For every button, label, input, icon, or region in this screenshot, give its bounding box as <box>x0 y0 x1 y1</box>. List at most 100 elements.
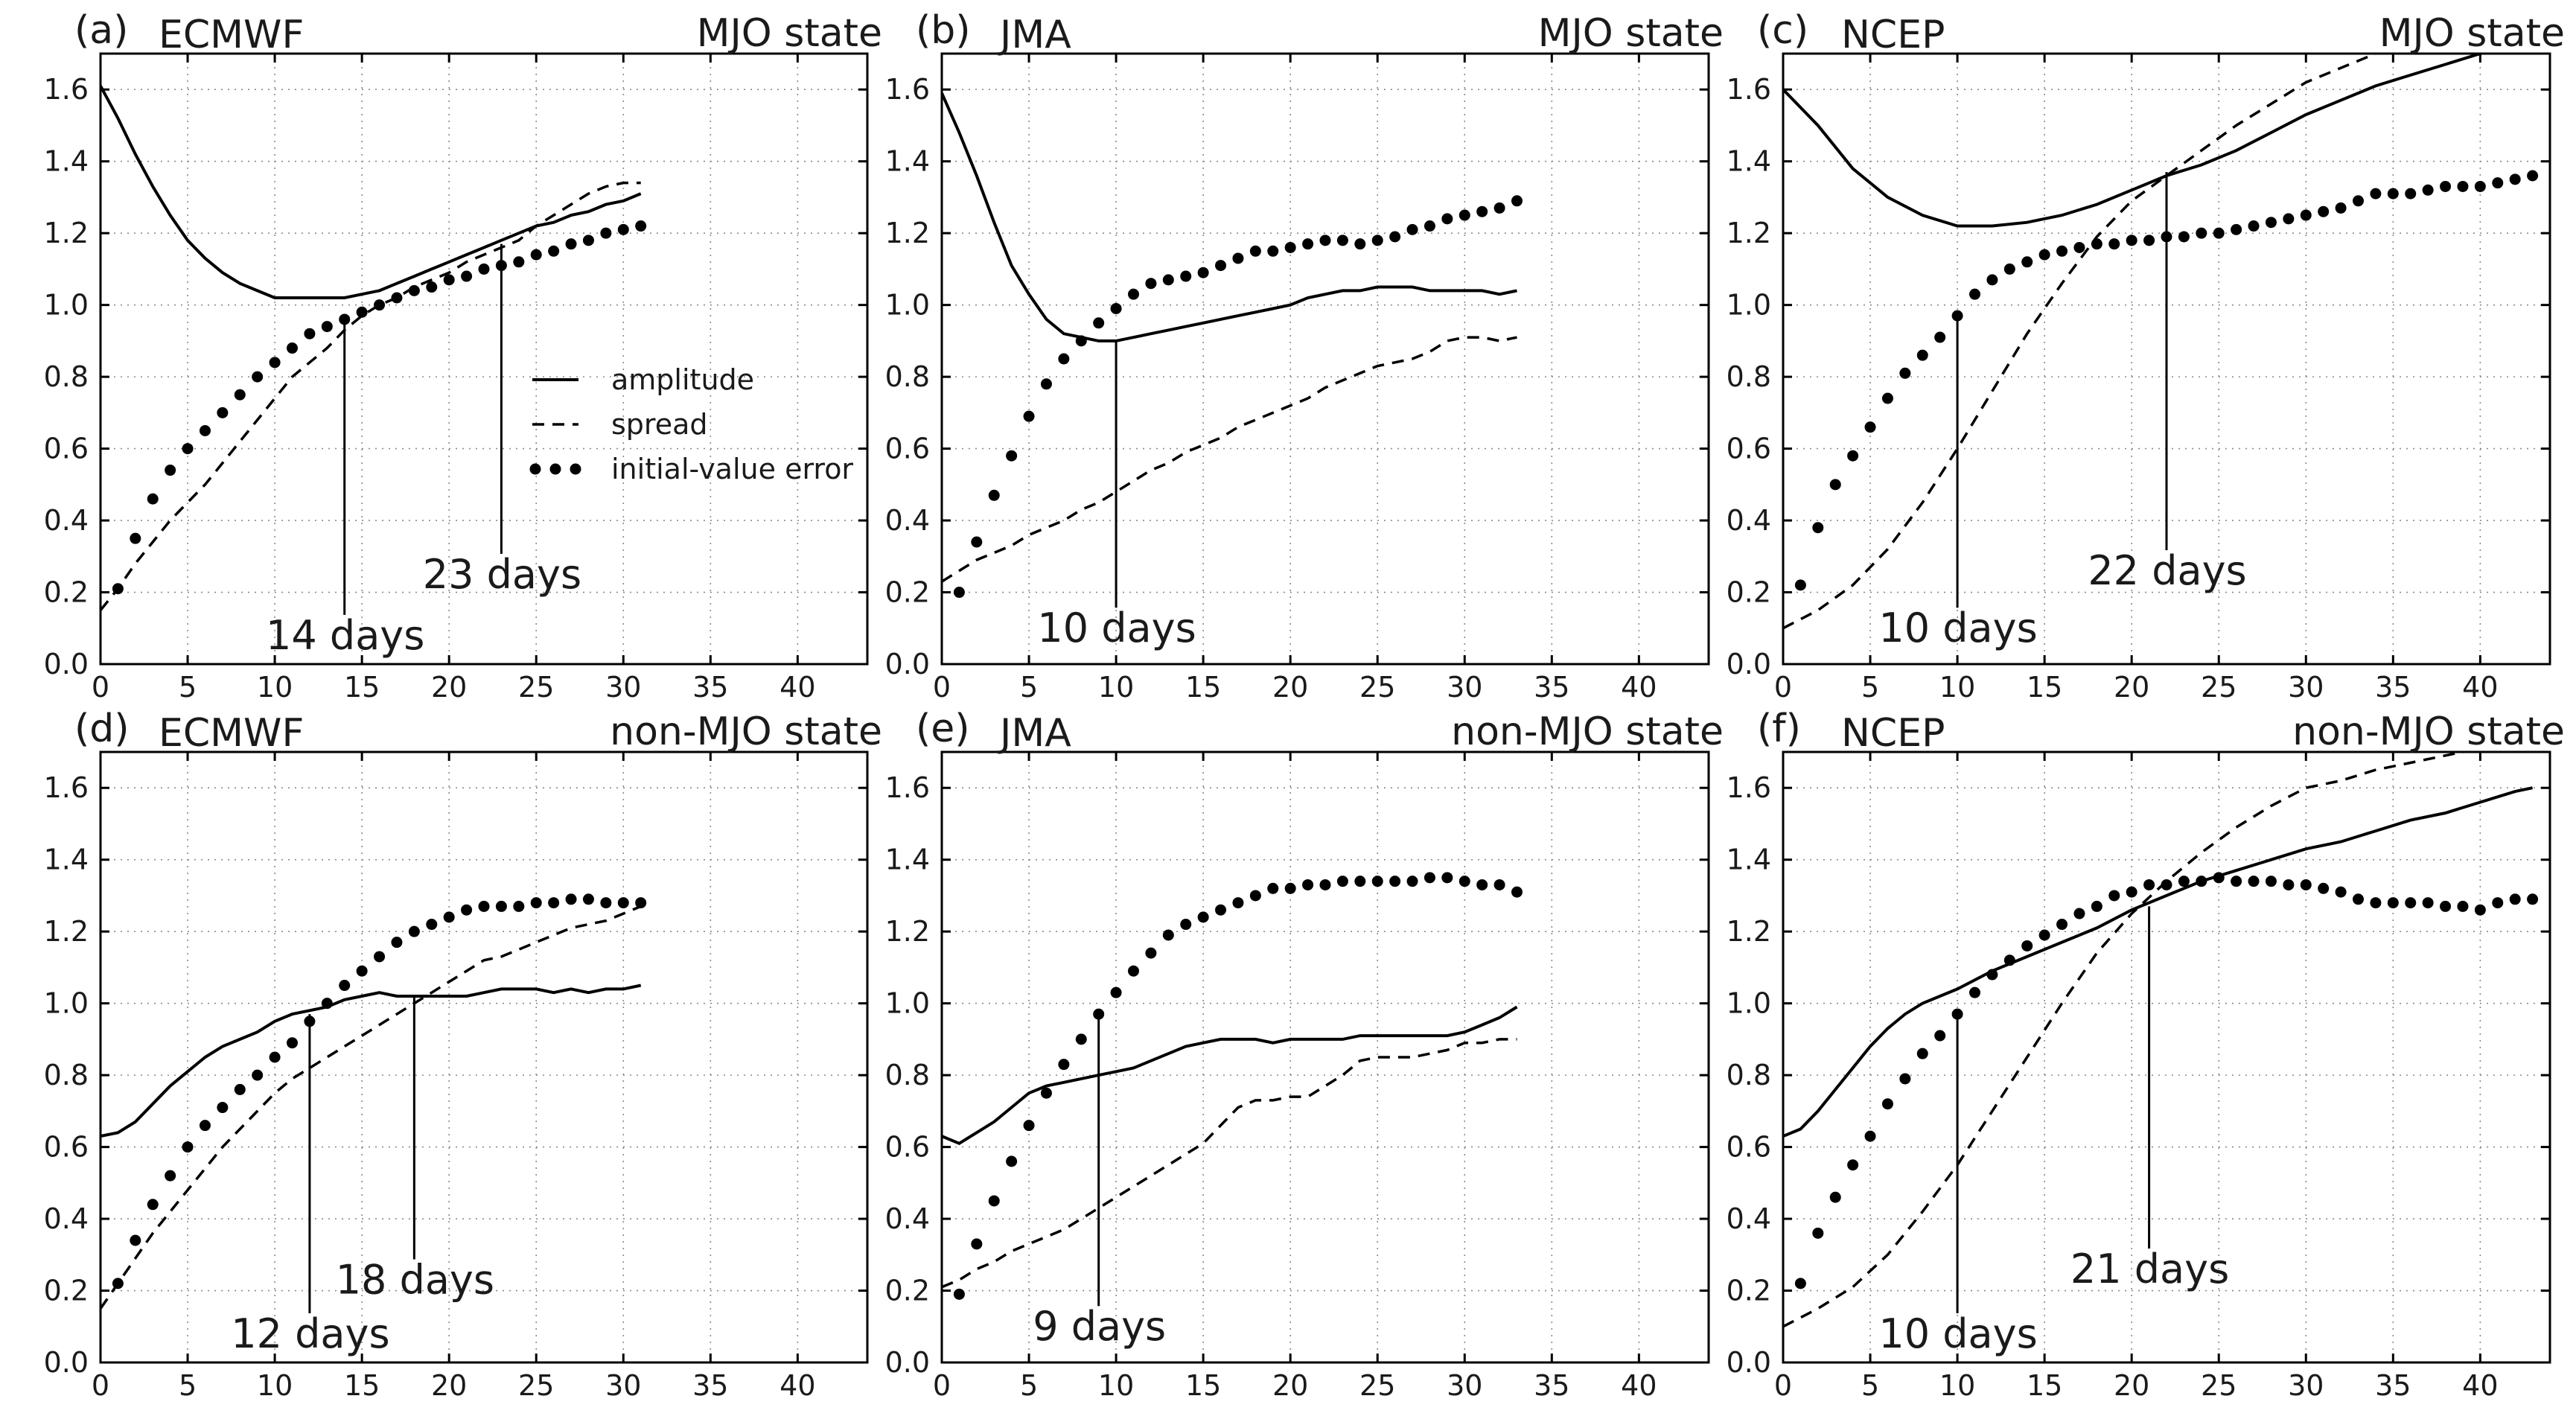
legend-error-swatch <box>549 463 561 475</box>
error-point <box>2509 893 2521 905</box>
crossover-label: 9 days <box>1033 1303 1166 1350</box>
x-tick-label: 35 <box>1534 1369 1569 1402</box>
y-tick-label: 0.2 <box>44 1275 89 1307</box>
error-point <box>513 900 525 912</box>
error-point <box>1969 986 1980 998</box>
panel-state-title: non-MJO state <box>1451 710 1724 754</box>
error-point <box>548 245 560 257</box>
error-point <box>2318 205 2330 217</box>
y-tick-label: 1.0 <box>885 289 930 322</box>
error-point <box>1284 882 1296 894</box>
legend-entry-label: spread <box>611 408 708 441</box>
error-point <box>2108 890 2120 902</box>
panel-label: (c) <box>1757 8 1808 53</box>
y-tick-label: 0.0 <box>885 1346 930 1379</box>
y-tick-label: 0.4 <box>44 504 89 537</box>
error-point <box>2108 238 2120 250</box>
error-point <box>1899 1073 1911 1085</box>
panel-label: (a) <box>74 8 128 53</box>
error-point <box>1128 288 1139 300</box>
spread-line <box>1783 752 2470 1328</box>
error-point <box>112 583 124 595</box>
x-tick-label: 25 <box>2201 671 2237 704</box>
error-point <box>1197 267 1209 278</box>
error-point <box>2161 879 2172 890</box>
error-point <box>234 1083 246 1095</box>
x-tick-label: 35 <box>692 1369 728 1402</box>
amplitude-line <box>101 984 642 1138</box>
y-tick-label: 1.6 <box>1727 73 1771 106</box>
error-point <box>1249 890 1261 902</box>
error-point <box>530 897 542 909</box>
error-point <box>2248 220 2260 232</box>
x-tick-label: 0 <box>1774 671 1792 704</box>
error-point <box>2231 876 2242 887</box>
y-tick-label: 1.2 <box>44 915 89 948</box>
error-point <box>2003 954 2015 966</box>
y-tick-label: 0.2 <box>885 1275 930 1307</box>
x-tick-label: 20 <box>1272 1369 1308 1402</box>
error-point <box>2457 180 2469 192</box>
error-point <box>199 424 211 436</box>
error-point <box>988 489 1000 501</box>
error-point <box>988 1195 1000 1207</box>
x-tick-label: 0 <box>92 1369 109 1402</box>
x-tick-label: 15 <box>344 1369 380 1402</box>
legend-error-swatch <box>570 463 581 475</box>
x-tick-label: 5 <box>1861 1369 1879 1402</box>
error-point <box>2056 919 2068 931</box>
error-point <box>1267 882 1279 894</box>
error-point <box>478 900 490 912</box>
error-point <box>2265 217 2277 229</box>
error-point <box>2440 180 2452 192</box>
error-point <box>1794 579 1806 591</box>
y-tick-label: 1.4 <box>44 145 89 178</box>
error-point <box>1336 876 1348 887</box>
y-tick-label: 1.0 <box>1727 289 1771 322</box>
error-point <box>1794 1278 1806 1289</box>
error-point <box>2196 227 2207 239</box>
error-point <box>1128 965 1139 977</box>
y-tick-label: 1.0 <box>885 987 930 1020</box>
y-tick-label: 0.4 <box>44 1202 89 1235</box>
error-point <box>2474 180 2486 192</box>
x-tick-label: 25 <box>518 1369 554 1402</box>
error-point <box>1075 1033 1087 1045</box>
chart-panel-a: 14 days 23 days 0 5 10 15 20 25 30 35 40 0.0 0.2 0.4 0… <box>44 8 882 704</box>
error-point <box>199 1120 211 1132</box>
y-tick-label: 1.4 <box>885 844 930 876</box>
panel-label: (f) <box>1757 707 1801 751</box>
error-point <box>217 1102 229 1114</box>
x-tick-label: 10 <box>257 1369 293 1402</box>
error-point <box>1023 410 1035 422</box>
x-tick-label: 40 <box>1621 1369 1657 1402</box>
y-tick-label: 0.8 <box>885 360 930 393</box>
error-point <box>1093 317 1105 329</box>
error-point <box>461 270 473 282</box>
x-tick-label: 40 <box>780 671 815 704</box>
error-point <box>2213 227 2225 239</box>
y-tick-label: 0.6 <box>1727 433 1771 465</box>
error-point <box>2021 256 2033 268</box>
error-point <box>1302 238 1314 250</box>
error-point <box>971 1238 983 1250</box>
crossover-label: 10 days <box>1037 605 1196 651</box>
x-tick-label: 10 <box>1939 1369 1975 1402</box>
error-point <box>2422 184 2434 196</box>
error-point <box>2248 876 2260 887</box>
error-point <box>147 1199 159 1211</box>
error-point <box>321 998 333 1010</box>
error-point <box>2492 177 2504 189</box>
error-point <box>1476 879 1488 890</box>
error-point <box>1829 479 1841 491</box>
y-tick-label: 1.4 <box>1727 145 1771 178</box>
error-point <box>2056 245 2068 257</box>
error-point <box>2091 900 2102 912</box>
error-point <box>1458 209 1470 221</box>
x-tick-label: 15 <box>2027 1369 2062 1402</box>
y-tick-label: 0.0 <box>1727 648 1771 680</box>
crossover-label: 12 days <box>231 1310 389 1357</box>
spread-line <box>101 905 642 1310</box>
error-point <box>1847 450 1859 462</box>
error-point <box>1058 1059 1070 1071</box>
